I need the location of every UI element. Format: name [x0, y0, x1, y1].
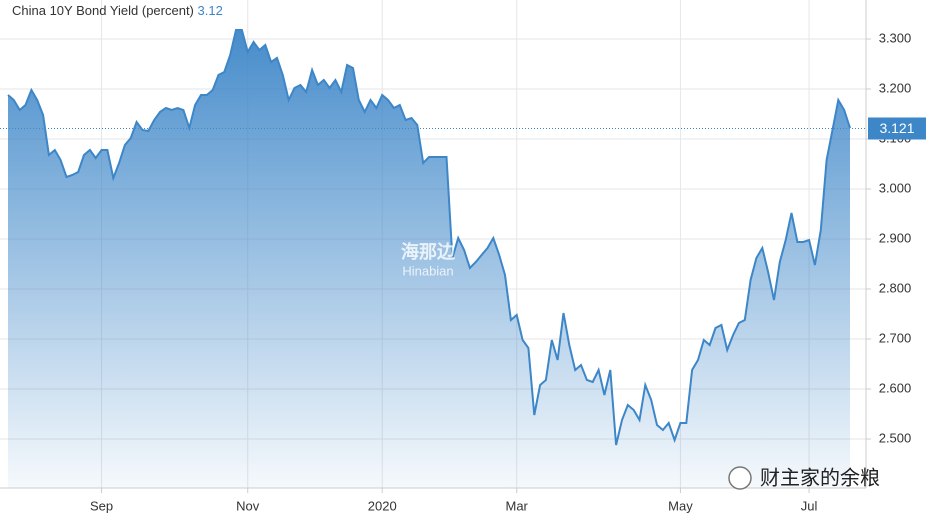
y-tick-label: 3.000	[879, 180, 912, 195]
watermark: 海那边	[401, 241, 456, 262]
y-tick-label: 2.500	[879, 430, 912, 445]
y-tick-label: 2.600	[879, 380, 912, 395]
y-tick-label: 2.700	[879, 330, 912, 345]
x-tick-label: Sep	[90, 498, 113, 513]
y-tick-label: 3.200	[879, 80, 912, 95]
watermark: 财主家的余粮	[760, 466, 880, 489]
x-tick-label: Nov	[236, 498, 260, 513]
title-text: China 10Y Bond Yield (percent)	[12, 3, 194, 18]
wechat-badge: 财主家的余粮	[728, 466, 880, 490]
x-tick-label: Mar	[506, 498, 529, 513]
last-value-badge	[868, 117, 926, 140]
area-fill	[8, 30, 850, 488]
x-tick-label: 2020	[368, 498, 397, 513]
x-tick-label: May	[668, 498, 693, 513]
line	[7, 29, 851, 446]
y-tick-label: 2.800	[879, 280, 912, 295]
y-tick-label: 3.300	[879, 30, 912, 45]
current-value: 3.12	[198, 3, 223, 18]
y-tick-label: 2.900	[879, 230, 912, 245]
last-value-label: 3.121	[879, 120, 914, 136]
chart-title: China 10Y Bond Yield (percent) 3.12	[12, 3, 223, 18]
watermark: Hinabian	[402, 263, 453, 278]
x-tick-label: Jul	[801, 498, 818, 513]
